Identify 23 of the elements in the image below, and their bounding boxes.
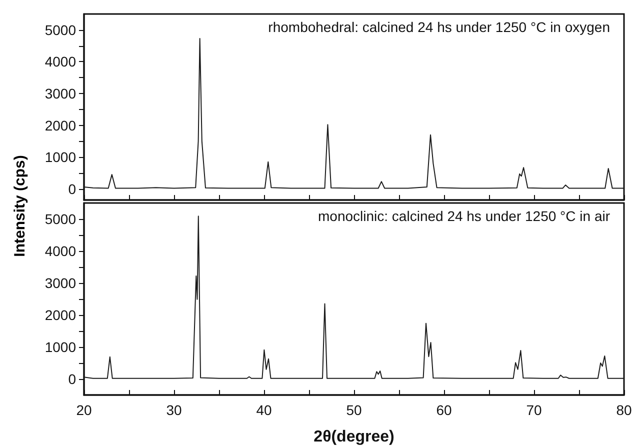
y-tick-label: 1000 — [44, 149, 76, 166]
y-tick-label: 2000 — [44, 307, 76, 323]
x-axis-title: 2θ(degree) — [314, 428, 394, 446]
y-tick-label: 5000 — [44, 211, 76, 227]
y-axis-title: Intensity (cps) — [12, 155, 28, 257]
y-tick-label: 1000 — [44, 339, 76, 355]
x-tick-label: 30 — [166, 402, 182, 418]
annotation: rhombohedral: calcined 24 hs under 1250 °C in oxygen — [268, 19, 610, 35]
x-tick-label: 50 — [346, 402, 362, 418]
y-tick-label: 3000 — [44, 85, 76, 102]
x-tick-label: 60 — [436, 402, 452, 418]
y-tick-label: 3000 — [44, 275, 76, 291]
x-tick-label: 80 — [616, 402, 632, 418]
y-tick-label: 4000 — [44, 243, 76, 259]
y-tick-label: 2000 — [44, 117, 76, 134]
y-tick-label: 5000 — [44, 22, 76, 38]
annotation: monoclinic: calcined 24 hs under 1250 °C in air — [318, 208, 610, 224]
x-tick-label: 70 — [526, 402, 542, 418]
y-tick-label: 4000 — [44, 54, 76, 70]
y-tick-label: 0 — [68, 371, 76, 387]
y-tick-label: 0 — [68, 180, 76, 197]
x-tick-label: 40 — [256, 402, 272, 418]
x-tick-label: 20 — [76, 402, 92, 418]
